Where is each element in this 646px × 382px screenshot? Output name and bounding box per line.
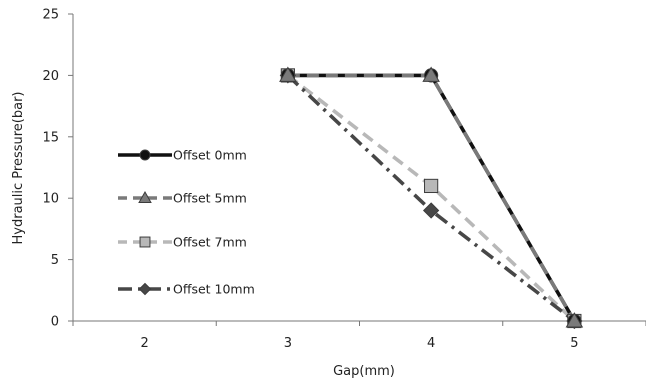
legend-item: Offset 10mm: [118, 282, 255, 297]
y-tick-label: 0: [51, 315, 59, 330]
y-tick-label: 10: [42, 192, 59, 207]
x-axis-ticks: 2 3 4 5: [72, 321, 646, 351]
series-lines: [286, 73, 576, 323]
series-line-offset-0mm: [287, 73, 576, 322]
series-markers: [279, 66, 584, 330]
y-tick-label: 20: [42, 69, 59, 84]
legend: Offset 0mm Offset 5mm Offset 7mm Offset 10m…: [118, 148, 255, 297]
y-axis-ticks: 0 5 10 15 20 25: [42, 8, 73, 330]
axes: [72, 14, 646, 322]
legend-label: Offset 7mm: [173, 235, 247, 250]
legend-item: Offset 7mm: [118, 235, 247, 250]
data-point-offset-10mm: [422, 202, 440, 219]
series-line-offset-7mm: [286, 73, 576, 323]
x-axis-title: Gap(mm): [333, 364, 395, 379]
y-tick-label: 15: [42, 130, 59, 145]
legend-marker: [138, 191, 152, 203]
legend-marker: [139, 149, 151, 161]
legend-label: Offset 5mm: [173, 191, 247, 206]
data-point-offset-7mm: [424, 178, 439, 194]
data-point-offset-5mm: [279, 66, 297, 82]
legend-marker: [138, 282, 152, 296]
y-tick-label: 5: [51, 253, 59, 268]
y-axis-title: Hydraulic Pressure(bar): [11, 92, 26, 245]
x-tick-label: 3: [284, 336, 292, 351]
legend-marker: [139, 236, 151, 248]
y-tick-label: 25: [42, 8, 59, 23]
data-point-offset-5mm: [565, 312, 584, 328]
series-line-offset-5mm: [287, 73, 576, 322]
series-line-offset-10mm: [286, 74, 576, 323]
x-tick-label: 5: [570, 336, 578, 351]
legend-item: Offset 5mm: [118, 191, 247, 206]
legend-item: Offset 0mm: [118, 148, 247, 163]
x-tick-label: 4: [427, 336, 435, 351]
data-point-offset-5mm: [422, 66, 440, 82]
x-tick-label: 2: [140, 336, 148, 351]
legend-label: Offset 0mm: [173, 148, 247, 163]
legend-label: Offset 10mm: [173, 282, 255, 297]
